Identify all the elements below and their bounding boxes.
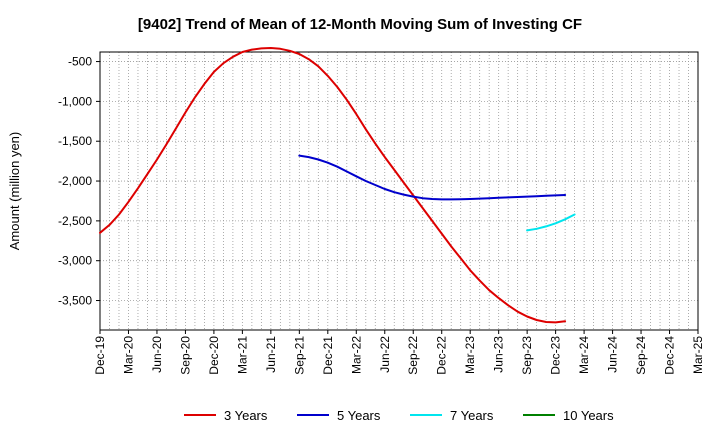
x-tick-label: Mar-25 xyxy=(691,336,705,374)
x-tick-label: Sep-22 xyxy=(406,336,420,375)
y-tick-label: -500 xyxy=(68,55,92,69)
x-tick-label: Sep-23 xyxy=(520,336,534,375)
x-tick-label: Dec-24 xyxy=(663,336,677,375)
y-axis-ticks: -500 -1,000 -1,500 -2,000 -2,500 -3,000 -3,500 xyxy=(58,55,100,308)
x-tick-label: Mar-22 xyxy=(349,336,363,374)
x-tick-label: Sep-24 xyxy=(634,336,648,375)
x-tick-label: Jun-24 xyxy=(606,336,620,373)
x-tick-label: Sep-21 xyxy=(292,336,306,375)
x-tick-label: Sep-20 xyxy=(178,336,192,375)
y-tick-label: -2,500 xyxy=(58,214,92,228)
x-tick-label: Jun-20 xyxy=(150,336,164,373)
y-tick-label: -1,000 xyxy=(58,94,92,108)
x-tick-label: Mar-21 xyxy=(235,336,249,374)
x-tick-label: Mar-24 xyxy=(577,336,591,374)
x-tick-label: Dec-20 xyxy=(207,336,221,375)
y-tick-label: -2,000 xyxy=(58,174,92,188)
series-line xyxy=(526,213,576,232)
series-line xyxy=(298,154,567,201)
series-line xyxy=(99,47,567,324)
y-tick-label: -3,000 xyxy=(58,254,92,268)
x-tick-label: Jun-23 xyxy=(492,336,506,373)
legend: 3 Years 5 Years 7 Years 10 Years xyxy=(184,408,614,423)
x-tick-label: Mar-23 xyxy=(463,336,477,374)
y-tick-label: -1,500 xyxy=(58,134,92,148)
legend-label: 7 Years xyxy=(450,408,494,423)
x-tick-label: Dec-19 xyxy=(93,336,107,375)
legend-label: 10 Years xyxy=(563,408,614,423)
y-tick-label: -3,500 xyxy=(58,294,92,308)
x-axis-ticks: Dec-19 Mar-20 Jun-20 Sep-20 Dec-20 Mar-21 Jun-… xyxy=(93,330,705,375)
x-tick-label: Dec-21 xyxy=(321,336,335,375)
x-tick-label: Dec-22 xyxy=(435,336,449,375)
grid xyxy=(100,52,698,330)
y-axis-label: Amount (million yen) xyxy=(7,132,22,251)
plot-area xyxy=(100,52,698,330)
series-lines xyxy=(99,47,576,324)
x-tick-label: Jun-21 xyxy=(264,336,278,373)
x-tick-label: Mar-20 xyxy=(121,336,135,374)
legend-label: 5 Years xyxy=(337,408,381,423)
chart-title: [9402] Trend of Mean of 12-Month Moving … xyxy=(138,16,582,33)
x-tick-label: Dec-23 xyxy=(549,336,563,375)
legend-label: 3 Years xyxy=(224,408,268,423)
plot-border xyxy=(99,51,699,331)
x-tick-label: Jun-22 xyxy=(378,336,392,373)
